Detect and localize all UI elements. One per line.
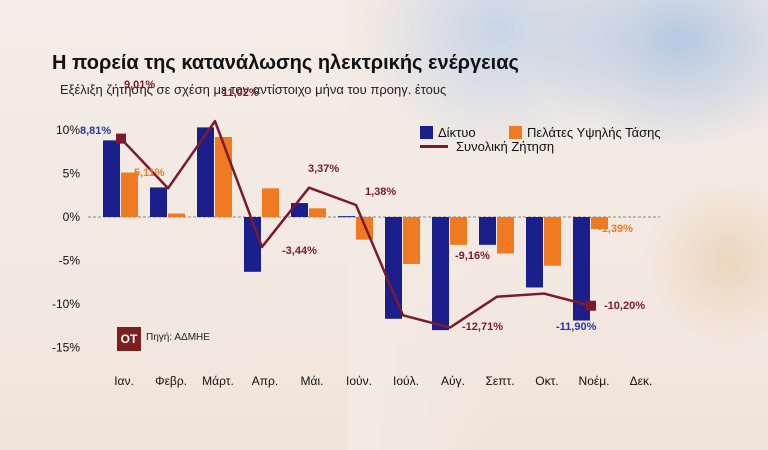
y-tick-label: 10% (56, 123, 80, 137)
ot-logo: OT (117, 327, 141, 351)
bar-network (244, 217, 261, 272)
line-marker (586, 300, 596, 311)
data-label: -12,71% (462, 321, 503, 333)
bar-network (338, 216, 355, 218)
bar-high-voltage (403, 217, 420, 264)
legend-swatch-high-voltage (509, 125, 522, 139)
data-label: -1,39% (598, 223, 633, 235)
x-tick-label: Αύγ. (441, 374, 465, 388)
data-label: 8,81% (80, 125, 111, 137)
data-label: 1,38% (365, 186, 396, 198)
line-marker (116, 133, 126, 144)
data-label: 5,11% (134, 167, 165, 179)
chart-subtitle: Εξέλιξη ζήτησης σε σχέση με τον αντίστοι… (60, 82, 447, 97)
legend-label-network: Δίκτυο (438, 124, 476, 140)
data-label: -9,16% (455, 250, 490, 262)
legend-line-total-demand (420, 144, 448, 148)
y-tick-label: 5% (63, 167, 81, 181)
bar-network (103, 140, 120, 217)
bar-high-voltage (497, 217, 514, 254)
bar-network (526, 217, 543, 288)
x-tick-label: Ιούλ. (393, 374, 419, 388)
legend-label-high-voltage: Πελάτες Υψηλής Τάσης (527, 124, 661, 140)
bar-high-voltage (544, 217, 561, 266)
chart-title: Η πορεία της κατανάλωσης ηλεκτρικής ενέρ… (52, 52, 519, 74)
x-tick-label: Σεπτ. (485, 374, 514, 388)
data-label: -10,20% (604, 300, 645, 312)
bar-high-voltage (168, 213, 185, 217)
bar-high-voltage (215, 136, 232, 217)
y-tick-label: 0% (63, 210, 81, 224)
data-label: 9,01% (124, 79, 155, 91)
x-tick-label: Ιούν. (346, 374, 372, 388)
bar-high-voltage (309, 208, 326, 217)
bar-network (385, 217, 402, 319)
line-total-demand (120, 119, 592, 329)
data-label: 11,02% (222, 87, 259, 99)
y-tick-label: -5% (59, 254, 81, 268)
x-tick-label: Απρ. (252, 374, 278, 388)
y-tick-label: -15% (52, 341, 80, 355)
x-tick-label: Νοέμ. (579, 374, 610, 388)
data-label: 3,37% (308, 163, 339, 175)
source-label: Πηγή: ΑΔΜΗΕ (146, 332, 210, 343)
y-tick-label: -10% (52, 297, 80, 311)
x-tick-label: Φεβρ. (155, 374, 187, 388)
x-tick-label: Δεκ. (630, 374, 653, 388)
x-tick-label: Ιαν. (114, 374, 134, 388)
bar-network (197, 127, 214, 217)
bar-network (479, 217, 496, 245)
legend-swatch-network (420, 125, 433, 139)
data-label: -3,44% (282, 245, 317, 257)
bar-network (573, 217, 590, 321)
x-tick-label: Μάι. (301, 374, 324, 388)
bar-high-voltage (262, 188, 279, 217)
bar-high-voltage (450, 217, 467, 245)
x-tick-label: Οκτ. (535, 374, 558, 388)
legend-label-total-demand: Συνολική Ζήτηση (456, 138, 555, 154)
bar-network (432, 217, 449, 331)
bar-high-voltage (121, 172, 138, 217)
data-label: -11,90% (556, 321, 597, 333)
bar-network (150, 187, 167, 217)
x-tick-label: Μάρτ. (202, 374, 234, 388)
bar-high-voltage (591, 217, 608, 230)
